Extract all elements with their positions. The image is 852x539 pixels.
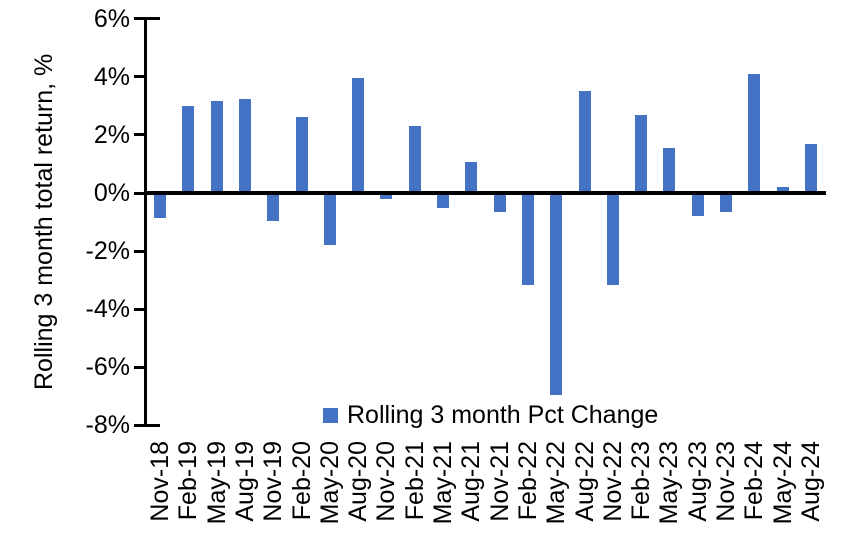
- y-axis-tick-label: -4%: [85, 295, 130, 324]
- x-axis-label: Aug-24: [796, 441, 825, 522]
- x-axis-label: May-21: [429, 441, 457, 525]
- bar-Nov-18: [154, 193, 166, 218]
- x-axis-label: Feb-23: [627, 441, 656, 521]
- bar-Nov-21: [493, 193, 506, 212]
- y-axis-tick: [134, 133, 147, 137]
- x-axis-label: Aug-23: [683, 441, 712, 522]
- bar-Nov-20: [380, 193, 393, 199]
- zero-line: [144, 191, 826, 195]
- x-axis-label: Aug-19: [230, 441, 259, 522]
- legend-label: Rolling 3 month Pct Change: [347, 401, 659, 429]
- y-axis-spine: [144, 17, 147, 427]
- x-axis-label: Nov-22: [598, 441, 627, 522]
- y-axis-tick-label: 6%: [93, 4, 130, 33]
- y-axis-tick: [134, 423, 160, 427]
- x-axis-label: Nov-19: [259, 441, 288, 522]
- bar-Aug-23: [691, 193, 704, 217]
- x-axis-label: Nov-20: [372, 441, 401, 522]
- x-axis-label: Aug-21: [457, 441, 486, 522]
- y-axis-tick: [134, 307, 147, 311]
- y-axis-tick-label: 2%: [93, 120, 130, 149]
- bar-Nov-23: [720, 193, 732, 212]
- bar-Feb-19: [182, 105, 195, 193]
- legend: Rolling 3 month Pct Change: [323, 400, 658, 430]
- bar-Feb-21: [408, 126, 421, 193]
- x-axis-label: Feb-19: [174, 441, 203, 521]
- y-axis-tick-label: -8%: [85, 411, 130, 440]
- x-axis-label: Aug-22: [570, 441, 599, 522]
- bar-Feb-22: [521, 193, 534, 285]
- x-axis-label: May-24: [768, 441, 797, 525]
- x-axis-label: Aug-20: [344, 441, 373, 522]
- y-axis-tick-label: 0%: [93, 179, 130, 207]
- x-axis-label: Feb-20: [287, 441, 316, 521]
- x-axis-label: Nov-21: [485, 441, 514, 522]
- bar-Nov-19: [267, 193, 280, 221]
- bar-May-24: [776, 187, 789, 193]
- x-axis-label: Nov-18: [146, 441, 174, 522]
- x-axis-label: May-20: [315, 441, 344, 525]
- y-axis-tick: [134, 191, 147, 195]
- y-axis-tick: [134, 17, 160, 21]
- x-axis-label: Nov-23: [712, 441, 740, 522]
- bar-May-19: [210, 101, 223, 193]
- bar-Feb-20: [295, 117, 308, 193]
- x-axis-label: Feb-21: [400, 441, 429, 521]
- bar-Feb-24: [748, 73, 761, 193]
- y-axis-tick: [134, 365, 147, 369]
- bar-Aug-24: [804, 143, 817, 193]
- y-axis-tick: [134, 75, 147, 79]
- bar-Aug-19: [238, 98, 251, 193]
- bar-May-23: [663, 147, 676, 193]
- y-axis-title: Rolling 3 month total return, %: [30, 53, 58, 390]
- bar-May-21: [437, 193, 449, 208]
- bar-Feb-23: [635, 114, 648, 193]
- x-axis-label: Feb-24: [740, 441, 769, 521]
- bar-Aug-22: [578, 91, 591, 193]
- bar-Nov-22: [606, 193, 619, 285]
- y-axis-tick: [134, 249, 147, 253]
- y-axis-tick-label: -2%: [85, 237, 130, 266]
- y-axis-tick-label: -6%: [85, 353, 130, 382]
- y-axis-tick-label: 4%: [93, 62, 130, 91]
- x-axis-label: Feb-22: [513, 441, 542, 521]
- x-axis-label: May-23: [655, 441, 684, 525]
- bar-May-20: [323, 193, 336, 246]
- bar-May-22: [550, 193, 563, 395]
- bar-Aug-21: [465, 162, 478, 193]
- x-axis-label: May-22: [542, 441, 571, 525]
- bar-Aug-20: [352, 78, 365, 193]
- legend-swatch-icon: [323, 407, 338, 423]
- x-axis-label: May-19: [202, 441, 231, 525]
